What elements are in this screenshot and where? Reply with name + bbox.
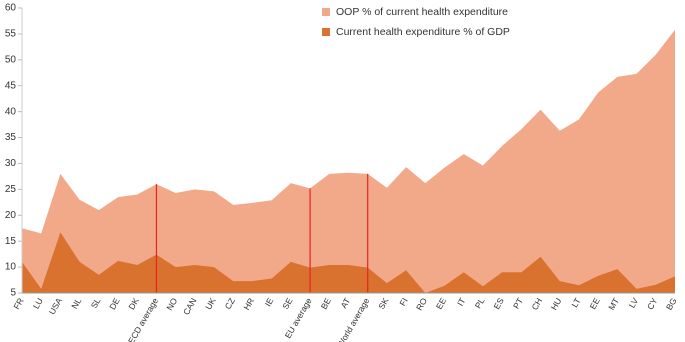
x-tick-label: DE (107, 296, 122, 312)
x-tick-label: EE (434, 296, 448, 311)
x-tick-label: ES (491, 296, 505, 311)
x-tick-label: HR (241, 296, 256, 312)
y-tick-label: 15 (5, 236, 17, 247)
x-tick-label: MT (606, 296, 621, 312)
area (22, 232, 675, 293)
y-tick-label: 60 (5, 3, 17, 14)
x-tick-label: FI (397, 296, 409, 308)
y-tick-label: 45 (5, 80, 17, 91)
x-tick-label: CY (645, 296, 660, 312)
x-tick-label: CH (529, 296, 544, 312)
x-tick-label: SE (280, 296, 294, 311)
legend-swatch (322, 28, 330, 36)
x-tick-label: NO (164, 296, 179, 312)
x-tick-label: CAN (181, 296, 199, 317)
x-tick-label: CZ (223, 296, 237, 311)
x-tick-label: AT (338, 296, 352, 310)
x-tick-label: BE (319, 296, 333, 311)
y-tick-label: 20 (5, 210, 17, 221)
legend-label: Current health expenditure % of GDP (336, 26, 510, 38)
x-tick-label: LU (31, 296, 45, 310)
y-tick-label: 35 (5, 132, 17, 143)
x-tick-label: IE (263, 296, 276, 308)
y-tick-label: 25 (5, 184, 17, 195)
x-tick-label: SK (376, 296, 390, 311)
y-tick-label: 50 (5, 54, 17, 65)
legend-swatch (322, 8, 330, 16)
y-tick-label: 55 (5, 29, 17, 40)
y-tick-label: 30 (5, 158, 17, 169)
x-tick-label: SL (89, 296, 103, 310)
x-tick-label: LV (627, 296, 641, 310)
x-tick-label: DK (126, 296, 141, 312)
legend-label: OOP % of current health expenditure (336, 6, 508, 18)
y-tick-label: 5 (10, 288, 16, 299)
area (22, 29, 675, 293)
x-tick-label: USA (47, 296, 65, 316)
x-tick-label: IT (455, 296, 467, 308)
y-tick-label: 40 (5, 106, 17, 117)
x-tick-label: HU (549, 296, 564, 312)
x-tick-label: PL (473, 296, 487, 310)
x-tick-label: BG (664, 296, 679, 312)
x-tick-label: RO (414, 296, 429, 312)
x-tick-label: NL (69, 296, 83, 311)
x-tick-label: FR (11, 296, 25, 311)
x-tick-label: UK (203, 296, 218, 312)
x-tick-label: LT (569, 296, 582, 309)
x-tick-label: EE (588, 296, 602, 311)
x-tick-label: PT (511, 296, 525, 310)
y-tick-label: 10 (5, 262, 17, 273)
